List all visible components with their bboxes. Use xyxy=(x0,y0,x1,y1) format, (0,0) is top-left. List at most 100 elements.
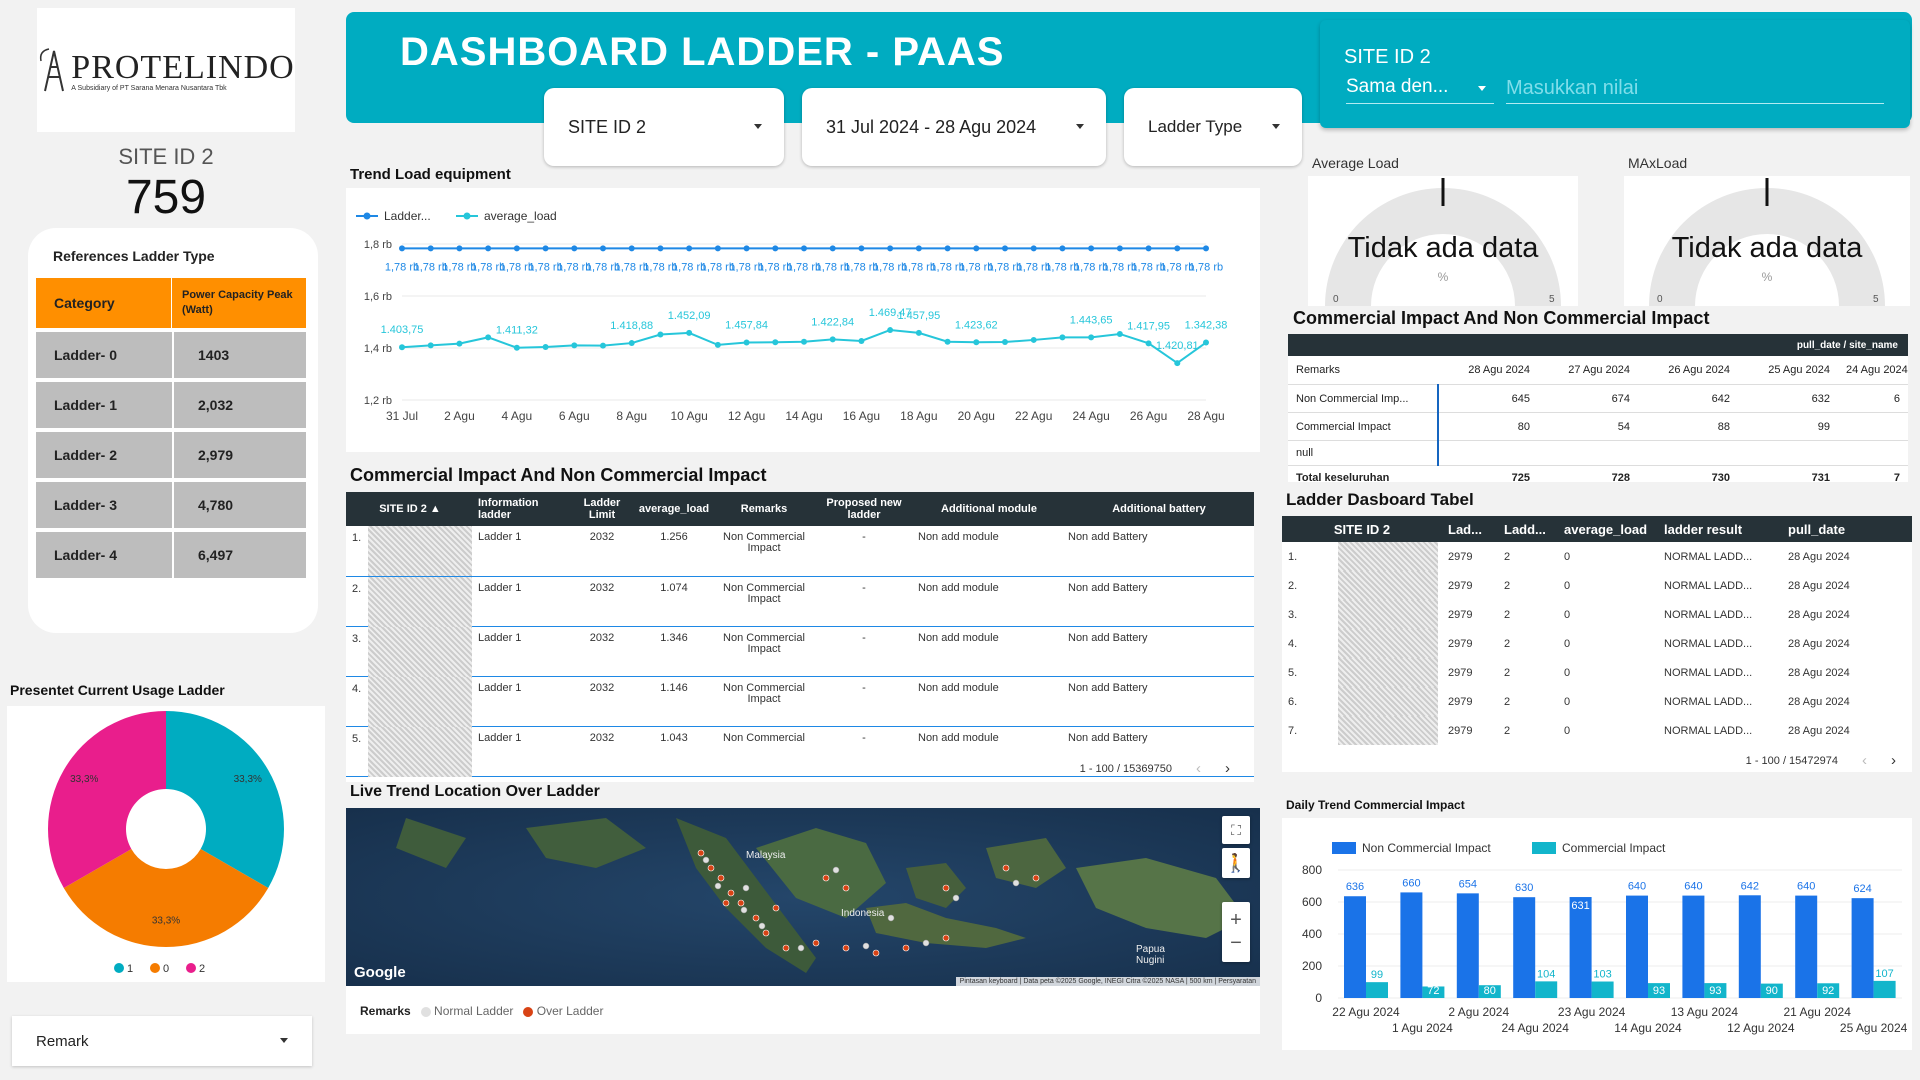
data-point[interactable] xyxy=(456,245,463,252)
chevron-left-icon[interactable]: ‹ xyxy=(1196,760,1201,777)
column-header[interactable]: ladder result xyxy=(1658,516,1782,542)
data-point[interactable] xyxy=(858,245,865,252)
column-header[interactable]: Proposed new ladder xyxy=(814,492,914,526)
bar[interactable] xyxy=(1682,895,1705,998)
data-point[interactable] xyxy=(542,343,549,350)
data-point[interactable] xyxy=(600,342,606,349)
table-row[interactable]: 3. Ladder 1 2032 1.346 Non Commercial Impact… xyxy=(346,626,1254,677)
pie-slice[interactable] xyxy=(63,849,269,947)
zoom-out-icon[interactable]: − xyxy=(1230,932,1242,954)
data-point[interactable] xyxy=(1088,245,1095,252)
column-header[interactable]: SITE ID 2 xyxy=(1282,516,1442,542)
data-point[interactable] xyxy=(485,334,492,341)
bar[interactable] xyxy=(1366,982,1388,998)
bar[interactable] xyxy=(1569,897,1592,998)
data-point[interactable] xyxy=(1174,245,1181,252)
data-point[interactable] xyxy=(628,340,635,347)
date-range-picker[interactable]: 31 Jul 2024 - 28 Agu 2024 xyxy=(802,88,1106,166)
data-point[interactable] xyxy=(571,245,578,252)
table-row[interactable]: 6. 2979 2 0 NORMAL LADD... 28 Agu 2024 xyxy=(1282,687,1912,716)
map-view[interactable]: Malaysia Indonesia Papua Nugini Google P… xyxy=(346,808,1260,986)
data-point[interactable] xyxy=(686,329,693,336)
data-point[interactable] xyxy=(1059,245,1066,252)
operator-select[interactable]: Sama den... xyxy=(1346,76,1494,104)
data-point[interactable] xyxy=(714,341,721,348)
bar[interactable] xyxy=(1344,896,1366,998)
bar[interactable] xyxy=(1873,980,1896,998)
bar[interactable] xyxy=(1817,983,1840,998)
column-header[interactable]: average_load xyxy=(634,492,714,526)
table-row[interactable]: 5. 2979 2 0 NORMAL LADD... 28 Agu 2024 xyxy=(1282,658,1912,687)
data-point[interactable] xyxy=(657,245,664,252)
column-header[interactable]: Additional module xyxy=(914,492,1064,526)
bar[interactable] xyxy=(1513,897,1536,998)
bar[interactable] xyxy=(1456,893,1479,998)
data-point[interactable] xyxy=(887,327,894,334)
data-point[interactable] xyxy=(887,245,894,252)
column-header[interactable]: Ladder Limit xyxy=(570,492,634,526)
zoom-in-icon[interactable]: + xyxy=(1230,909,1242,931)
data-point[interactable] xyxy=(1203,339,1209,346)
data-point[interactable] xyxy=(1030,336,1037,343)
data-point[interactable] xyxy=(1174,360,1181,367)
data-point[interactable] xyxy=(456,340,463,347)
data-point[interactable] xyxy=(772,339,779,346)
data-point[interactable] xyxy=(542,245,549,252)
pegman-icon[interactable]: 🚶 xyxy=(1222,848,1250,878)
data-point[interactable] xyxy=(571,342,578,349)
table-row[interactable]: 2. Ladder 1 2032 1.074 Non Commercial Impact… xyxy=(346,576,1254,627)
bar[interactable] xyxy=(1478,985,1501,998)
table-row[interactable]: 1. 2979 2 0 NORMAL LADD... 28 Agu 2024 xyxy=(1282,542,1912,571)
data-point[interactable] xyxy=(399,344,405,351)
data-point[interactable] xyxy=(1002,339,1008,346)
bar[interactable] xyxy=(1626,895,1648,998)
pie-slice[interactable] xyxy=(48,711,167,888)
bar[interactable] xyxy=(1760,983,1783,998)
data-point[interactable] xyxy=(714,245,721,252)
data-point[interactable] xyxy=(944,338,951,345)
data-point[interactable] xyxy=(600,245,606,252)
data-point[interactable] xyxy=(628,245,635,252)
data-point[interactable] xyxy=(1088,334,1095,341)
data-point[interactable] xyxy=(772,245,779,252)
bar[interactable] xyxy=(1738,895,1761,998)
data-point[interactable] xyxy=(915,245,922,252)
column-header[interactable]: average_load xyxy=(1558,516,1658,542)
site-filter-dropdown[interactable]: SITE ID 2 xyxy=(544,88,784,166)
data-point[interactable] xyxy=(1116,245,1123,252)
data-point[interactable] xyxy=(829,245,836,252)
column-header[interactable]: Remarks xyxy=(714,492,814,526)
chevron-right-icon[interactable]: › xyxy=(1225,760,1230,777)
remark-dropdown[interactable]: Remark xyxy=(12,1016,312,1066)
table-row[interactable]: 5. Ladder 1 2032 1.043 Non Commercial - Non ad… xyxy=(346,726,1254,777)
ladder-type-dropdown[interactable]: Ladder Type xyxy=(1124,88,1302,166)
bar[interactable] xyxy=(1851,898,1874,998)
column-header[interactable]: Ladd... xyxy=(1498,516,1558,542)
data-point[interactable] xyxy=(1116,330,1123,337)
column-header[interactable]: Lad... xyxy=(1442,516,1498,542)
data-point[interactable] xyxy=(513,344,520,351)
column-header[interactable]: Information ladder xyxy=(474,492,570,526)
fullscreen-icon[interactable]: ⛶ xyxy=(1222,816,1250,844)
data-point[interactable] xyxy=(1002,245,1008,252)
data-point[interactable] xyxy=(1059,334,1066,341)
data-point[interactable] xyxy=(427,342,434,349)
column-header[interactable]: pull_date xyxy=(1782,516,1912,542)
table-row[interactable]: 2. 2979 2 0 NORMAL LADD... 28 Agu 2024 xyxy=(1282,571,1912,600)
table-row[interactable]: 4. 2979 2 0 NORMAL LADD... 28 Agu 2024 xyxy=(1282,629,1912,658)
table-row[interactable]: 4. Ladder 1 2032 1.146 Non Commercial Impact… xyxy=(346,676,1254,727)
table-row[interactable]: 1. Ladder 1 2032 1.256 Non Commercial Impact… xyxy=(346,526,1254,576)
data-point[interactable] xyxy=(858,337,865,344)
data-point[interactable] xyxy=(973,339,980,346)
column-header[interactable]: Additional battery xyxy=(1064,492,1254,526)
data-point[interactable] xyxy=(1203,245,1209,252)
data-point[interactable] xyxy=(513,245,520,252)
data-point[interactable] xyxy=(1030,245,1037,252)
bar[interactable] xyxy=(1591,981,1614,998)
data-point[interactable] xyxy=(801,245,807,252)
data-point[interactable] xyxy=(915,329,922,336)
bar[interactable] xyxy=(1795,895,1818,998)
bar[interactable] xyxy=(1535,981,1558,998)
bar[interactable] xyxy=(1704,983,1727,998)
data-point[interactable] xyxy=(657,331,664,338)
